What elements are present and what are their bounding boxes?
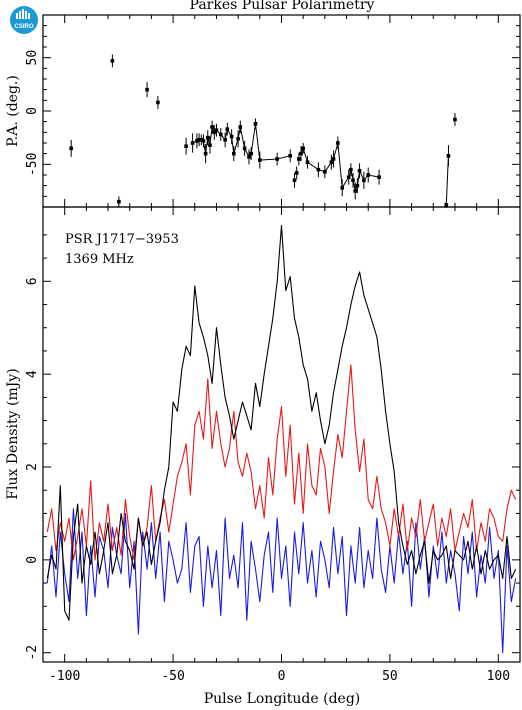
logo-bars-icon — [16, 9, 30, 19]
pa-point — [301, 146, 305, 151]
pa-plot-frame — [42, 14, 521, 208]
pa-point — [156, 100, 160, 105]
pa-point — [444, 203, 449, 207]
pa-y-tick-label: 0 — [25, 107, 40, 115]
pa-point — [349, 167, 353, 172]
flux-x-tick-label: 50 — [382, 669, 398, 684]
pa-point — [223, 138, 227, 142]
pa-point — [238, 125, 243, 129]
pa-point — [362, 178, 366, 183]
flux-x-tick-label: -100 — [49, 669, 80, 684]
pa-point — [336, 141, 340, 145]
pa-data — [69, 54, 457, 209]
pa-point — [247, 155, 251, 159]
pa-point — [323, 170, 327, 174]
pa-connecting-line — [300, 142, 380, 193]
csiro-logo: CSIRO — [10, 6, 38, 34]
pa-point — [208, 143, 212, 147]
pa-point — [446, 154, 451, 158]
flux-y-axis-label: Flux Density (mJy) — [5, 368, 21, 499]
pa-point — [184, 144, 188, 148]
pa-point — [340, 186, 345, 190]
frequency-label: 1369 MHz — [65, 252, 134, 267]
pa-point — [297, 157, 301, 161]
pa-y-tick-label: 50 — [25, 50, 40, 66]
pa-point — [195, 139, 199, 143]
flux-y-tick-label: 0 — [25, 556, 40, 564]
pa-point — [316, 167, 321, 172]
pa-point — [218, 132, 223, 137]
flux-x-tick-label: -50 — [161, 669, 184, 684]
pa-y-tick-label: -50 — [25, 153, 40, 176]
pa-point — [110, 59, 115, 63]
pa-point — [236, 136, 240, 141]
flux-y-tick-label: 2 — [25, 463, 40, 471]
pa-point — [190, 141, 195, 145]
pa-point — [258, 158, 262, 162]
flux-y-tick-label: -2 — [25, 645, 40, 661]
flux-ticks: -2 0 2 4 6 -100 -50 0 50 100 — [25, 207, 520, 684]
pa-point — [210, 125, 214, 129]
pa-point — [357, 168, 362, 173]
pa-point — [329, 160, 334, 164]
pa-point — [253, 122, 258, 126]
pa-point — [305, 160, 310, 164]
flux-data — [46, 225, 517, 654]
pa-point — [353, 189, 358, 193]
pa-point — [203, 151, 208, 156]
pa-point — [292, 178, 297, 183]
pa-point — [249, 151, 253, 156]
pa-y-axis-label: P.A. (deg.) — [5, 75, 21, 147]
flux-series-line — [46, 508, 517, 654]
pa-point — [331, 157, 336, 161]
chart-title: Parkes Pulsar Polarimetry — [190, 0, 375, 13]
logo-text: CSIRO — [14, 24, 33, 30]
flux-series-line — [46, 225, 517, 621]
flux-panel: -2 0 2 4 6 -100 -50 0 50 100 PSR J1717−3953 1369 … — [25, 206, 521, 684]
x-axis-label: Pulse Longitude (deg) — [204, 691, 361, 707]
pa-point — [288, 154, 292, 158]
pa-point — [214, 128, 219, 132]
pa-point — [117, 199, 121, 204]
flux-y-tick-label: 6 — [25, 277, 40, 285]
pa-point — [275, 157, 279, 161]
pa-point — [201, 139, 206, 143]
flux-y-tick-label: 4 — [25, 370, 40, 378]
pa-point — [351, 178, 355, 183]
pa-point — [199, 138, 204, 142]
pa-point — [197, 138, 201, 142]
pa-point — [69, 146, 73, 151]
pa-point — [377, 175, 381, 179]
pa-point — [294, 171, 299, 175]
flux-series-line — [46, 364, 517, 561]
pa-point — [366, 173, 371, 177]
pa-point — [299, 151, 303, 156]
pulsar-name-label: PSR J1717−3953 — [65, 232, 179, 247]
pa-point — [242, 146, 247, 151]
pa-ticks: -50 0 50 — [25, 15, 520, 207]
pa-point — [229, 134, 234, 139]
pa-point — [453, 117, 457, 122]
pa-point — [145, 87, 149, 92]
pa-point — [346, 175, 351, 179]
pa-point — [225, 127, 230, 131]
pa-point — [205, 135, 210, 140]
pa-point — [355, 183, 360, 188]
pa-point — [212, 130, 217, 135]
pa-panel: -50 0 50 — [25, 14, 521, 209]
flux-x-tick-label: 0 — [278, 669, 286, 684]
flux-x-tick-label: 100 — [487, 669, 510, 684]
pa-point — [232, 151, 236, 156]
flux-plot-frame — [42, 206, 521, 663]
